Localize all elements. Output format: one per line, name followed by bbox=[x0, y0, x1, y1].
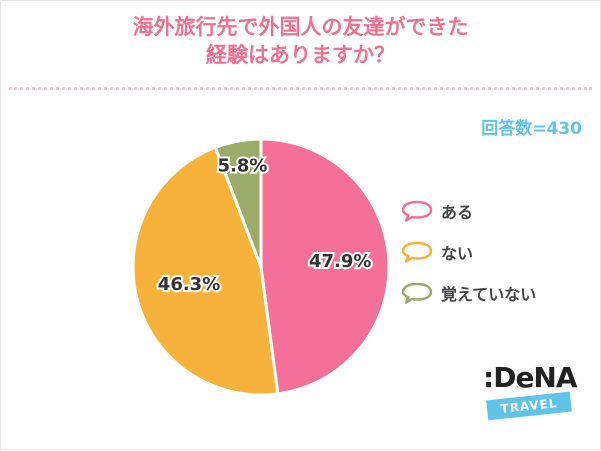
legend-label: ない bbox=[441, 244, 474, 263]
chart-title-line-2: 経験はありますか？ bbox=[206, 43, 395, 67]
pie-slice-label-1: 47.9% bbox=[309, 251, 371, 272]
speech-bubble-icon bbox=[401, 282, 433, 304]
legend-item-2: ない bbox=[401, 240, 536, 264]
logo-wordmark: :DeNA bbox=[483, 361, 578, 394]
pie-slice-3 bbox=[213, 137, 263, 269]
legend-item-3: 覚えていない bbox=[401, 281, 536, 305]
pie-slice-1 bbox=[259, 137, 391, 396]
chart-title-line-1: 海外旅行先で外国人の友達ができた bbox=[132, 15, 469, 39]
logo-band: TRAVEL bbox=[486, 391, 572, 421]
respondent-count: 回答数=430 bbox=[481, 119, 582, 139]
pie-slice-label-3: 5.8% bbox=[217, 155, 267, 176]
speech-bubble-icon bbox=[401, 241, 433, 263]
speech-bubble-icon bbox=[401, 200, 433, 222]
legend-item-1: ある bbox=[401, 199, 536, 223]
legend-label: ある bbox=[441, 203, 474, 222]
dena-travel-logo: :DeNA TRAVEL bbox=[481, 361, 578, 421]
dotted-divider bbox=[9, 87, 592, 90]
chart-title: 海外旅行先で外国人の友達ができた 経験はありますか？ bbox=[1, 13, 600, 69]
pie-slice-label-2: 46.3% bbox=[158, 274, 220, 295]
legend-label: 覚えていない bbox=[441, 285, 537, 304]
legend: あるない覚えていない bbox=[401, 199, 536, 322]
pie-slice-2 bbox=[131, 145, 280, 397]
